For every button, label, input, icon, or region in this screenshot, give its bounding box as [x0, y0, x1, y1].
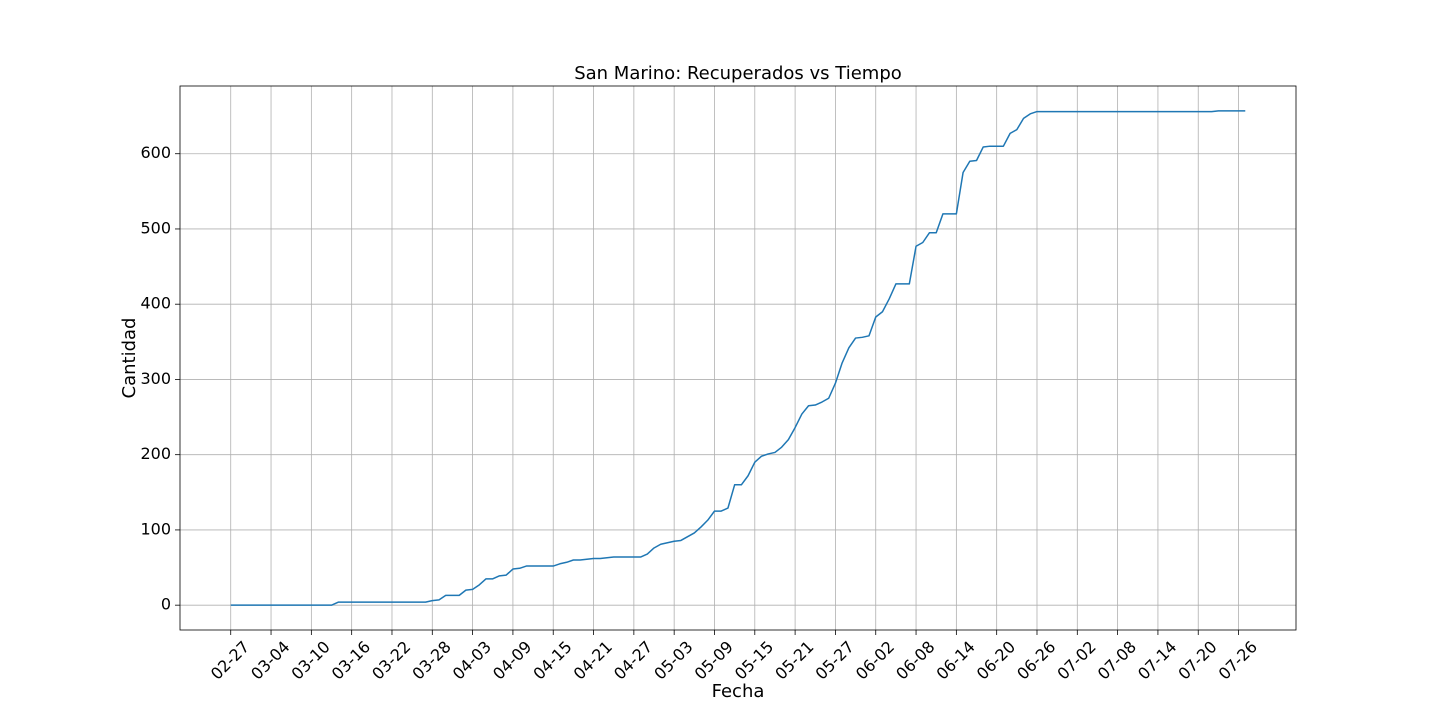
y-tick-label: 300: [140, 369, 171, 388]
chart-title: San Marino: Recuperados vs Tiempo: [574, 63, 902, 84]
plot-frame: [179, 85, 1297, 631]
y-tick-label: 500: [140, 218, 171, 237]
y-tick-label: 600: [140, 143, 171, 162]
y-tick-label: 100: [140, 519, 171, 538]
y-tick-label: 200: [140, 444, 171, 463]
y-tick-label: 0: [161, 595, 171, 614]
y-tick-label: 400: [140, 294, 171, 313]
data-line: [230, 110, 1246, 606]
x-axis-label: Fecha: [712, 681, 765, 702]
y-axis-label: Cantidad: [119, 318, 140, 399]
